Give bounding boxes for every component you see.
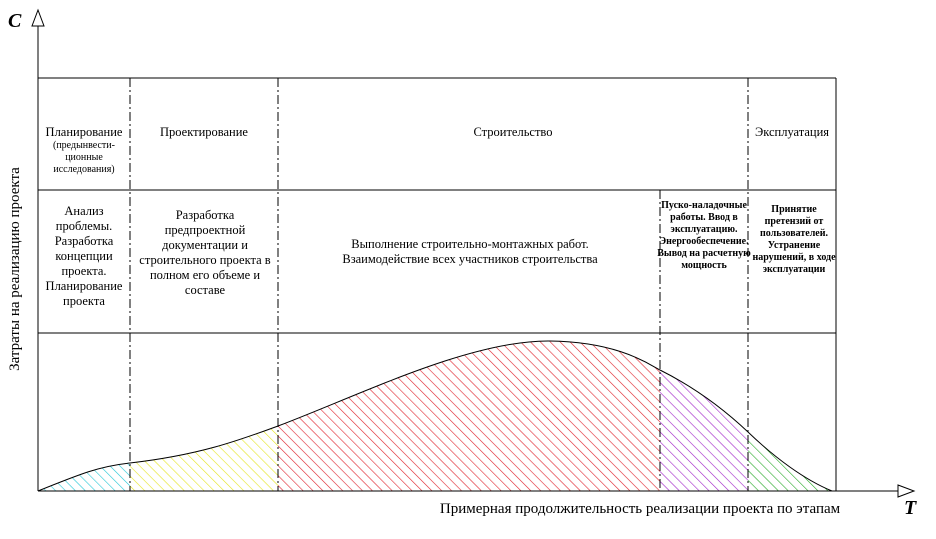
phase-planning-name: Планирование [45, 125, 123, 139]
phase-planning: Планирование (предынвести-ционные исслед… [38, 125, 130, 176]
cost-curve-fill [38, 340, 832, 491]
desc-design: Разработка предпроектной документации и … [139, 208, 271, 297]
segment-design-fill [130, 340, 278, 491]
phase-construction: Строительство [473, 125, 553, 139]
segment-commissioning-fill [660, 340, 748, 491]
phase-operation: Эксплуатация [754, 125, 830, 139]
desc-construction: Выполнение строительно-монтажных работ. … [342, 237, 598, 266]
y-axis-arrow-icon [31, 8, 45, 27]
x-axis-letter: T [904, 497, 917, 519]
segment-construction-fill [278, 340, 660, 491]
y-axis-label: Затраты на реализацию проекта [7, 167, 23, 371]
phase-design: Проектирование [159, 125, 248, 139]
desc-planning: Анализ проблемы. Разработка концепции пр… [45, 204, 123, 308]
x-axis-arrow-icon [897, 484, 916, 498]
x-axis-label: Примерная продолжительность реализации п… [439, 501, 841, 517]
phase-planning-sub: (предынвести-ционные исследования) [53, 140, 115, 175]
segment-operation-fill [748, 340, 832, 491]
y-axis-letter: C [8, 10, 22, 32]
desc-commissioning: Пуско-наладочные работы. Ввод в эксплуат… [657, 200, 751, 271]
segment-planning-fill [38, 340, 130, 491]
cost-curve [37, 340, 833, 492]
desc-operation: Принятие претензий от пользователей. Уст… [752, 204, 836, 275]
